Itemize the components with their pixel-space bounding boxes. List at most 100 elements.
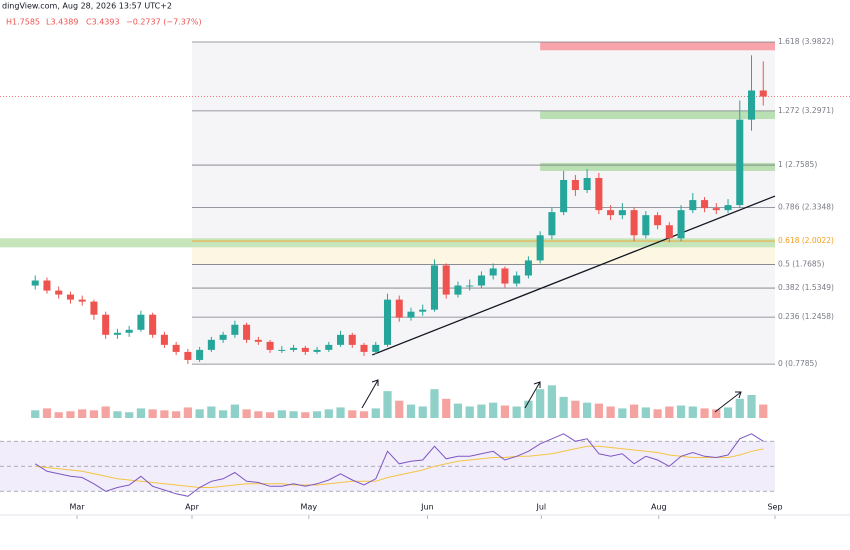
- fib-label: 0.786 (2.3348): [778, 203, 834, 212]
- volume-bar: [289, 411, 298, 418]
- arrow: [714, 391, 742, 413]
- candle-body: [513, 275, 521, 284]
- volume-bar: [160, 410, 169, 418]
- candle-body: [454, 285, 462, 295]
- volume-bar: [172, 411, 181, 418]
- candle-body: [90, 301, 98, 315]
- candle-body: [372, 344, 380, 352]
- candle-body: [301, 347, 309, 352]
- candle-body: [348, 334, 356, 345]
- rsi-ma-line: [35, 445, 764, 488]
- candle-body: [102, 314, 110, 335]
- volume-bar: [66, 411, 75, 418]
- volume-bar: [712, 409, 721, 418]
- candle-body: [477, 275, 485, 286]
- candle-body: [137, 314, 145, 330]
- trendline: [371, 195, 776, 356]
- volume-bar: [759, 404, 768, 418]
- rsi-line: [34, 433, 764, 497]
- candle-body: [642, 215, 650, 236]
- candle-body: [466, 285, 474, 287]
- volume-bar: [113, 411, 122, 418]
- candle-body: [160, 334, 168, 345]
- candle-body: [360, 344, 368, 352]
- candle-body: [571, 179, 579, 191]
- candle-body: [489, 268, 497, 276]
- volume-bar: [348, 410, 357, 418]
- volume-bar: [747, 394, 756, 418]
- candle-body: [172, 344, 180, 352]
- volume-bar: [148, 409, 157, 418]
- volume-bar: [230, 404, 239, 418]
- volume-bar: [336, 407, 345, 418]
- volume-bar: [301, 412, 310, 418]
- volume-bar: [536, 389, 545, 418]
- candle-body: [196, 349, 204, 360]
- zone: [540, 110, 775, 120]
- candle-body: [254, 339, 262, 342]
- volume-bar: [676, 405, 686, 418]
- volume-bar: [89, 410, 99, 418]
- volume-bar: [594, 403, 603, 418]
- volume-bar: [653, 409, 662, 418]
- header-high: H1.7585: [6, 18, 40, 27]
- volume-arrows: [361, 379, 742, 413]
- volume-bar: [477, 404, 486, 418]
- volume-bar: [524, 400, 533, 418]
- candle-body: [430, 265, 438, 310]
- x-tick-label: Mar: [69, 503, 85, 512]
- volume-bar: [723, 407, 733, 418]
- volume-bar: [195, 409, 204, 418]
- x-tick-label: May: [301, 503, 318, 512]
- arrow: [524, 381, 541, 409]
- candle-body: [548, 212, 556, 236]
- volume-bar: [359, 411, 369, 418]
- volume-bar: [101, 406, 110, 418]
- candle-body: [442, 265, 450, 295]
- zone: [0, 238, 775, 248]
- candle-body: [383, 299, 392, 345]
- candle-body: [689, 200, 697, 211]
- header-change: −0.2737 (−7.37%): [126, 18, 202, 27]
- candle-body: [560, 179, 568, 213]
- volume-bar: [207, 406, 216, 418]
- candle-body: [125, 329, 133, 333]
- candle-body: [149, 314, 157, 335]
- candle-body: [290, 347, 298, 350]
- volume-bar: [42, 408, 52, 418]
- volume-bar: [688, 406, 697, 418]
- volume-bar: [547, 385, 557, 418]
- candle-body: [524, 260, 532, 276]
- candle-body: [595, 177, 603, 211]
- candle-body: [278, 349, 286, 351]
- arrow: [361, 379, 379, 409]
- candle-body: [419, 309, 427, 312]
- zone: [540, 162, 775, 171]
- candle-body: [395, 299, 403, 318]
- candle-body: [337, 334, 345, 345]
- candle-body: [55, 290, 63, 295]
- volume-bar: [571, 400, 580, 418]
- header-source: dingView.com, Aug 28, 2026 13:57 UTC+2: [2, 2, 172, 11]
- candle-body: [583, 177, 591, 191]
- fib-label: 1.272 (3.2971): [778, 106, 834, 115]
- candle-body: [43, 280, 51, 291]
- volume-bar: [54, 412, 63, 418]
- candle-body: [747, 90, 756, 120]
- fib-background: [191, 42, 775, 365]
- volume-bar: [629, 404, 639, 418]
- candle-body: [325, 344, 333, 350]
- candle-body: [736, 119, 744, 206]
- volume-bar: [183, 407, 192, 418]
- volume-bar: [418, 406, 427, 418]
- volume-bar: [218, 410, 228, 418]
- fib-label: 1 (2.7585): [778, 160, 817, 169]
- volume-bar: [136, 408, 146, 418]
- volume-bar: [442, 398, 451, 418]
- x-tick-label: Apr: [185, 503, 200, 512]
- candle-body: [313, 349, 321, 352]
- volume-bar: [465, 406, 474, 418]
- volume-bar: [606, 406, 615, 418]
- candle-body: [266, 341, 274, 350]
- fib-label: 1.618 (3.9822): [778, 37, 834, 46]
